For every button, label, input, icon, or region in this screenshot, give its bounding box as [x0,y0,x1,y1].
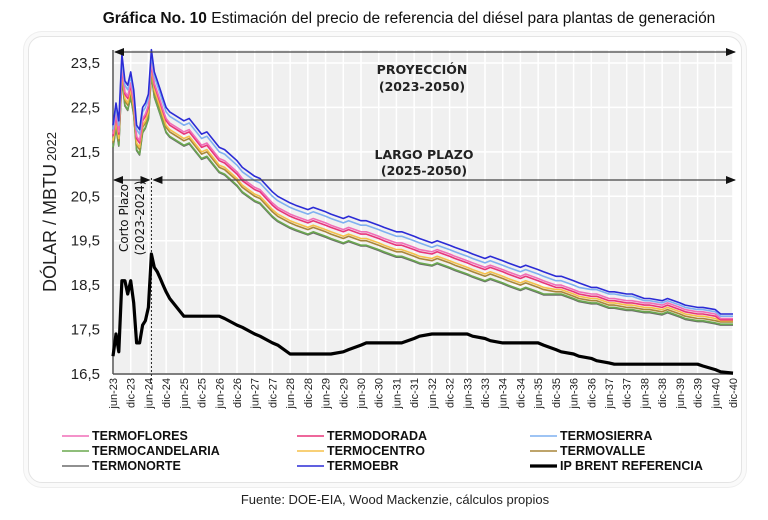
x-tick-label: jun-30 [356,378,368,410]
legend-label: TERMOVALLE [560,444,645,458]
x-axis-ticks: jun-23 dic-23 jun-24 dic-24 jun-25 dic-25 jun-… [108,378,740,410]
x-tick-label: jun-32 [427,378,439,410]
x-tick-label: dic-25 [197,378,209,408]
y-tick-label: 18,5 [71,277,100,294]
largo-plazo-label: LARGO PLAZO [375,147,474,162]
corto-plazo-label: Corto Plazo [117,184,131,252]
x-tick-label: jun-33 [462,378,474,410]
plot-area [113,50,733,374]
proyeccion-label: PROYECCIÓN [377,62,468,77]
series-line-ip-brent-referencia [111,252,734,375]
x-tick-label: dic-37 [622,378,634,408]
proyeccion-range: (2023-2050) [379,79,465,94]
y-tick-label: 16,5 [71,366,100,383]
x-tick-label: jun-37 [604,378,616,410]
legend-label: TERMOCANDELARIA [92,444,220,458]
legend-label: TERMOSIERRA [560,429,652,443]
x-tick-label: dic-31 [409,378,421,408]
x-tick-label: dic-35 [551,378,563,408]
x-tick-label: dic-32 [445,378,457,408]
x-tick-label: dic-34 [515,378,527,408]
legend-label: TERMOEBR [327,459,399,473]
legend-label: TERMOFLORES [92,429,188,443]
x-tick-label: jun-23 [108,378,120,410]
x-tick-label: jun-26 [214,378,226,410]
series-line-termoflores [112,59,733,320]
x-tick-label: dic-30 [374,378,386,408]
chart-title-text: Estimación del precio de referencia del … [206,10,716,27]
x-tick-label: jun-39 [675,378,687,410]
x-tick-label: jun-35 [533,378,545,410]
x-tick-label: dic-27 [267,378,279,408]
series-lines [111,48,734,375]
x-tick-label: jun-34 [498,378,510,410]
x-tick-label: jun-29 [321,378,333,410]
y-tick-label: 23,5 [71,55,100,72]
x-tick-label: jun-31 [391,378,403,410]
x-tick-label: jun-38 [639,378,651,410]
largo-plazo-range: (2025-2050) [381,163,467,178]
legend-label: TERMOCENTRO [327,444,425,458]
y-tick-label: 17,5 [71,322,100,339]
x-tick-label: dic-28 [303,378,315,408]
x-tick-label: dic-38 [657,378,669,408]
legend-label: TERMONORTE [92,459,181,473]
x-tick-label: dic-36 [586,378,598,408]
source-note: Fuente: DOE-EIA, Wood Mackenzie, cálculo… [240,492,550,507]
chart-title-bold: Gráfica No. 10 [102,10,207,27]
x-tick-label: dic-39 [693,378,705,408]
y-axis-label: DÓLAR / MBTU 2022 [39,132,60,292]
y-tick-label: 21,5 [71,144,100,161]
x-tick-label: dic-40 [728,378,740,408]
series-line-termoebr [112,48,733,315]
y-tick-label: 22,5 [71,99,100,116]
x-tick-label: dic-26 [232,378,244,408]
x-tick-label: dic-29 [338,378,350,408]
x-tick-label: jun-25 [179,378,191,410]
legend-label: IP BRENT REFERENCIA [560,459,703,473]
x-tick-label: jun-24 [143,378,155,410]
x-tick-label: jun-40 [710,378,722,410]
chart-title: Gráfica No. 10 Estimación del precio de … [0,10,768,28]
x-tick-label: jun-28 [285,378,297,410]
y-axis-label-sub: 2022 [44,132,59,161]
y-axis-ticks: 23,5 22,5 21,5 20,5 19,5 18,5 17,5 16,5 [71,55,100,383]
x-tick-label: jun-36 [569,378,581,410]
x-tick-label: dic-24 [161,378,173,408]
legend: TERMOFLORES TERMODORADA TERMOSIERRA TERMOCA… [62,429,703,473]
axes [112,50,733,384]
corto-plazo-range: (2023-2024) [133,181,147,256]
y-axis-label-main: DÓLAR / MBTU [39,164,60,292]
legend-label: TERMODORADA [327,429,427,443]
annotations: PROYECCIÓN (2023-2050) LARGO PLAZO(2025-20… [113,48,736,256]
x-tick-label: dic-33 [480,378,492,408]
x-tick-label: dic-23 [126,378,138,408]
chart-frame [28,36,742,483]
x-tick-label: jun-27 [250,378,262,410]
y-tick-label: 19,5 [71,233,100,250]
y-tick-label: 20,5 [71,188,100,205]
